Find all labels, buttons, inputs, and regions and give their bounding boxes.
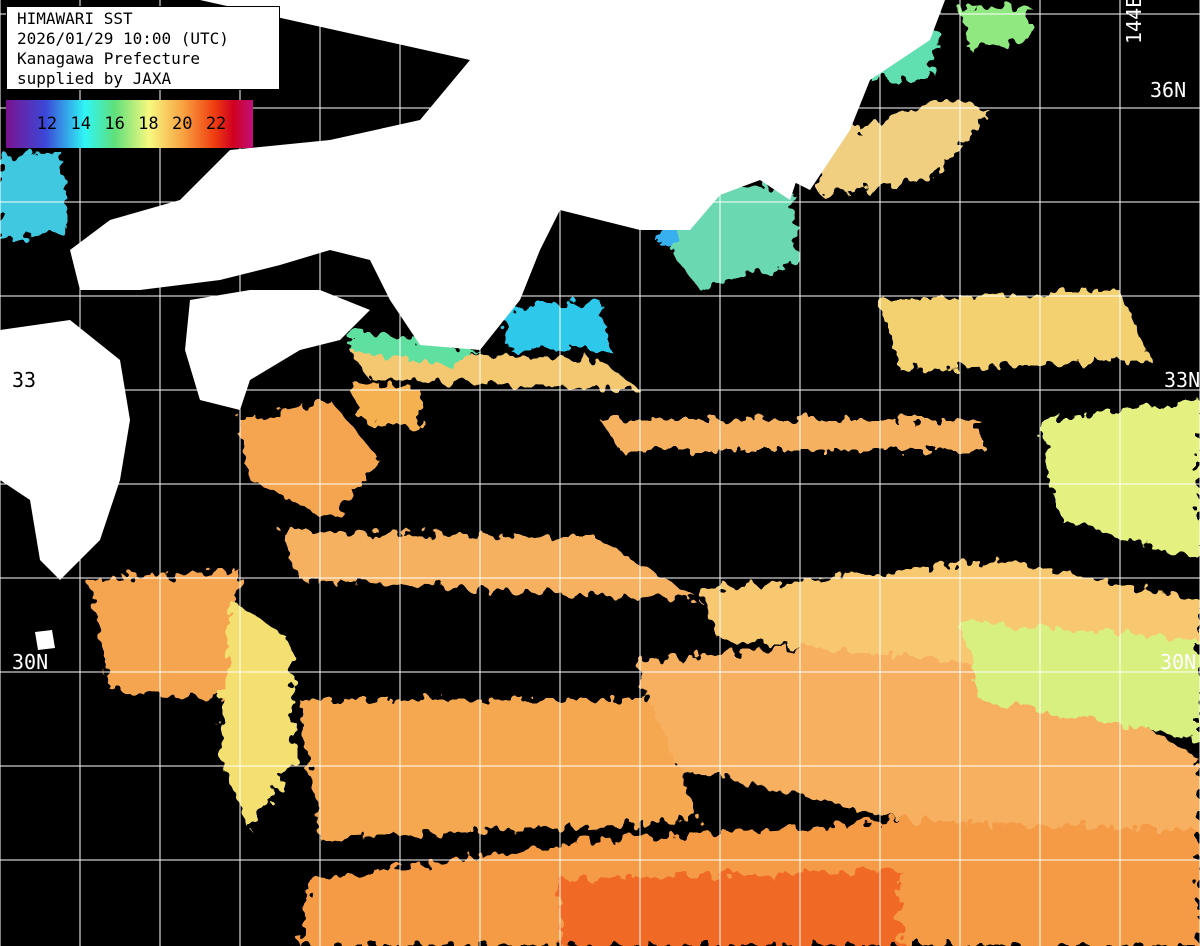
sst-patch bbox=[880, 290, 1150, 370]
legend-label: 22 bbox=[205, 114, 227, 134]
lat-label-30n-right: 30N bbox=[1160, 650, 1197, 674]
sst-patch bbox=[350, 330, 480, 365]
lat-label-36n: 36N bbox=[1150, 78, 1187, 102]
lat-label-33n: 33N bbox=[1164, 368, 1200, 392]
lon-label-144e: 144E bbox=[1122, 0, 1146, 44]
legend-label: 14 bbox=[70, 114, 91, 134]
land bbox=[0, 0, 945, 650]
legend-label: 12 bbox=[36, 114, 58, 134]
map-title: HIMAWARI SST bbox=[17, 9, 133, 28]
legend-label: 20 bbox=[171, 114, 193, 134]
land-kyushu bbox=[0, 320, 130, 580]
sst-patch bbox=[960, 5, 1030, 50]
color-scale-legend: 12 14 16 18 20 22 bbox=[6, 100, 253, 148]
land-honshu bbox=[70, 0, 870, 350]
lon-label-136e: 136E bbox=[482, 0, 506, 44]
legend-label: 18 bbox=[138, 114, 159, 134]
sst-patch bbox=[350, 380, 420, 430]
sst-patch bbox=[820, 100, 990, 195]
lat-label-33-left: 33 bbox=[12, 368, 37, 392]
region-name: Kanagawa Prefecture bbox=[17, 49, 201, 68]
sst-patch bbox=[220, 600, 295, 830]
sst-patch bbox=[280, 530, 700, 600]
legend-label: 16 bbox=[104, 114, 125, 134]
land-kanto bbox=[790, 0, 945, 190]
sst-patches bbox=[0, 5, 1200, 946]
sst-patch bbox=[240, 400, 380, 520]
observation-datetime: 2026/01/29 10:00 (UTC) bbox=[17, 29, 229, 48]
sst-patch bbox=[640, 640, 1200, 830]
data-credit: supplied by JAXA bbox=[17, 69, 172, 88]
sst-patch bbox=[560, 870, 900, 946]
info-box: HIMAWARI SST 2026/01/29 10:00 (UTC) Kana… bbox=[6, 6, 280, 90]
sst-patch bbox=[960, 620, 1200, 740]
lat-label-30n-left: 30N bbox=[12, 650, 49, 674]
land-shikoku bbox=[185, 290, 370, 410]
sst-patch bbox=[0, 150, 70, 240]
sst-patch bbox=[90, 570, 240, 700]
land-island bbox=[35, 630, 55, 650]
sst-patch bbox=[600, 420, 980, 450]
sst-patch bbox=[500, 300, 610, 350]
